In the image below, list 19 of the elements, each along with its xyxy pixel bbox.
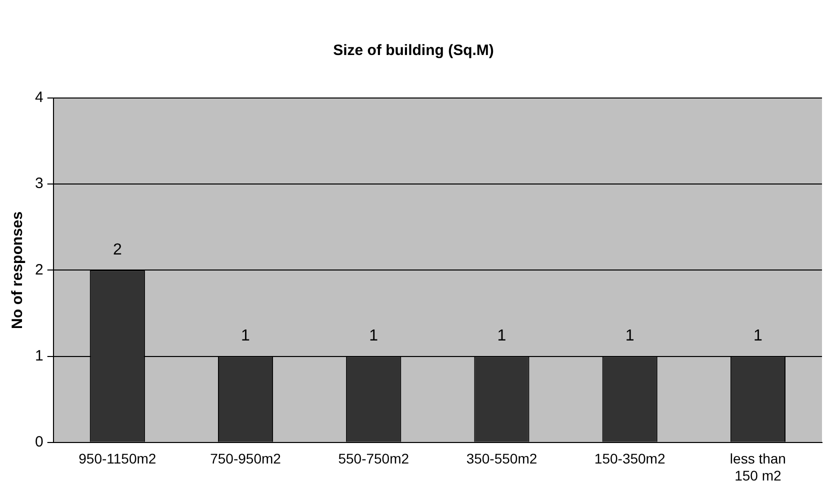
x-tick-label: 350-550m2: [466, 450, 538, 467]
x-tick-label: 750-950m2: [210, 450, 282, 467]
y-tick-label: 4: [35, 89, 44, 106]
x-tick-label: less than 150 m2: [730, 450, 786, 484]
data-label: 1: [369, 328, 378, 345]
y-tick-label: 0: [35, 434, 44, 451]
x-tick-label: 550-750m2: [338, 450, 410, 467]
data-label: 1: [625, 328, 634, 345]
y-axis-title: No of responses: [9, 211, 26, 329]
data-label: 2: [112, 242, 122, 259]
chart-title: Size of building (Sq.M): [333, 42, 494, 60]
y-tick-label: 2: [35, 261, 44, 278]
data-label: 1: [753, 328, 762, 345]
data-label: 1: [241, 328, 250, 345]
data-label: 1: [497, 328, 506, 345]
x-tick-label: 950-1150m2: [78, 450, 156, 467]
y-tick-label: 3: [35, 175, 44, 192]
x-tick-label: 150-350m2: [594, 450, 666, 467]
y-tick-label: 1: [35, 347, 44, 364]
